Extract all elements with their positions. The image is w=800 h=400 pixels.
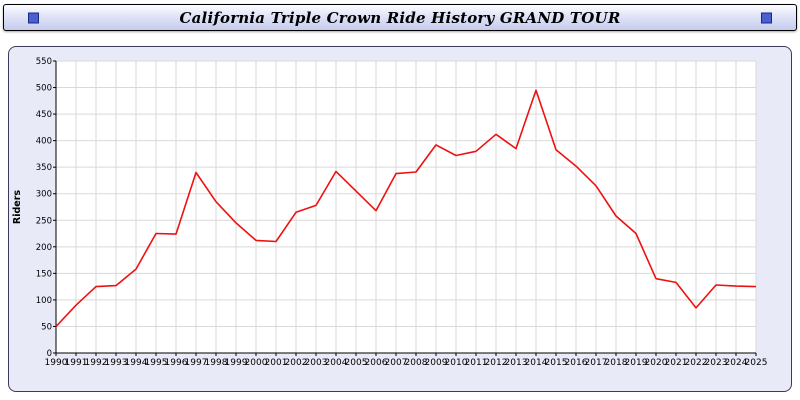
svg-text:550: 550 bbox=[36, 57, 52, 67]
svg-text:2008: 2008 bbox=[405, 358, 428, 368]
svg-text:500: 500 bbox=[36, 84, 52, 94]
svg-text:2014: 2014 bbox=[525, 358, 548, 368]
svg-text:2011: 2011 bbox=[465, 358, 488, 368]
plot-area bbox=[56, 61, 756, 353]
svg-text:1991: 1991 bbox=[65, 358, 88, 368]
svg-text:2023: 2023 bbox=[705, 358, 728, 368]
svg-text:0: 0 bbox=[47, 349, 52, 359]
svg-text:1990: 1990 bbox=[45, 358, 68, 368]
svg-text:2005: 2005 bbox=[345, 358, 368, 368]
svg-text:450: 450 bbox=[36, 110, 52, 120]
svg-text:1999: 1999 bbox=[225, 358, 248, 368]
svg-text:2007: 2007 bbox=[385, 358, 408, 368]
svg-text:2003: 2003 bbox=[305, 358, 328, 368]
svg-text:400: 400 bbox=[36, 137, 52, 147]
x-axis-tick-labels: 1990199119921993199419951996199719981999… bbox=[45, 353, 768, 368]
svg-text:2001: 2001 bbox=[265, 358, 288, 368]
header-ornament-right-icon bbox=[761, 12, 772, 23]
svg-text:2018: 2018 bbox=[605, 358, 628, 368]
header-ornament-left-icon bbox=[28, 12, 39, 23]
svg-text:2013: 2013 bbox=[505, 358, 528, 368]
svg-text:2019: 2019 bbox=[625, 358, 648, 368]
axes bbox=[55, 61, 756, 354]
svg-text:50: 50 bbox=[41, 322, 52, 332]
series-line-riders bbox=[55, 89, 757, 328]
svg-text:2002: 2002 bbox=[285, 358, 308, 368]
svg-text:2021: 2021 bbox=[665, 358, 688, 368]
svg-text:200: 200 bbox=[36, 243, 52, 253]
y-axis-tick-labels: 0 50 100 150 200 250 300 350 400 450 500 550 bbox=[36, 57, 56, 359]
svg-text:2024: 2024 bbox=[725, 358, 748, 368]
svg-text:2009: 2009 bbox=[425, 358, 448, 368]
svg-text:2016: 2016 bbox=[565, 358, 588, 368]
svg-text:150: 150 bbox=[36, 269, 52, 279]
svg-text:2022: 2022 bbox=[685, 358, 708, 368]
line-chart: 0501001502002503003504004505005501990199… bbox=[12, 57, 768, 368]
svg-text:1998: 1998 bbox=[205, 358, 228, 368]
svg-text:100: 100 bbox=[36, 296, 52, 306]
chart-title: California Triple Crown Ride History GRA… bbox=[179, 8, 621, 27]
svg-text:2017: 2017 bbox=[585, 358, 608, 368]
svg-text:250: 250 bbox=[36, 216, 52, 226]
svg-text:1992: 1992 bbox=[85, 358, 108, 368]
chart-panel: 0 50 100 150 200 250 300 350 400 450 500 550 1990 199… bbox=[8, 46, 792, 392]
svg-text:1993: 1993 bbox=[105, 358, 128, 368]
svg-text:350: 350 bbox=[36, 163, 52, 173]
svg-text:2015: 2015 bbox=[545, 358, 568, 368]
svg-text:2000: 2000 bbox=[245, 358, 268, 368]
svg-text:1995: 1995 bbox=[145, 358, 168, 368]
svg-text:1996: 1996 bbox=[165, 358, 188, 368]
svg-text:2012: 2012 bbox=[485, 358, 508, 368]
svg-text:2004: 2004 bbox=[325, 358, 348, 368]
svg-text:1997: 1997 bbox=[185, 358, 208, 368]
svg-text:2006: 2006 bbox=[365, 358, 388, 368]
svg-text:2025: 2025 bbox=[745, 358, 768, 368]
svg-text:300: 300 bbox=[36, 190, 52, 200]
svg-text:2020: 2020 bbox=[645, 358, 668, 368]
y-axis-label: Riders bbox=[12, 190, 23, 225]
svg-text:1994: 1994 bbox=[125, 358, 148, 368]
chart-header: California Triple Crown Ride History GRA… bbox=[3, 4, 797, 31]
svg-text:2010: 2010 bbox=[445, 358, 468, 368]
